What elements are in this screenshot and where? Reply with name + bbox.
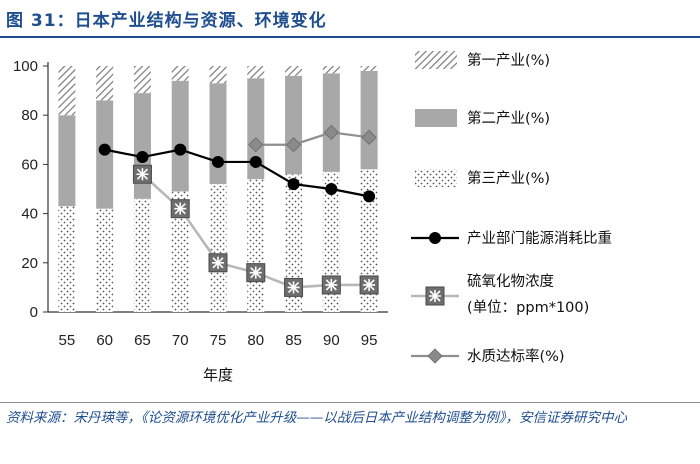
y-tick-label: 60 — [21, 156, 38, 173]
legend-item: 第三产业(%) — [415, 169, 550, 187]
legend-marker-circle — [429, 232, 441, 244]
bar-solid-55 — [58, 115, 76, 207]
title-bar: 图 31：日本产业结构与资源、环境变化 — [0, 0, 700, 38]
bar-solid-80 — [247, 78, 265, 180]
legend-label: 第一产业(%) — [467, 51, 550, 69]
legend-swatch-dots — [415, 169, 457, 187]
bar-hatch-60 — [96, 66, 114, 101]
point-x-square-65 — [132, 164, 152, 184]
legend-item: 硫氧化物浓度 (单位：ppm*100) — [411, 273, 589, 316]
legend-swatch-solid — [415, 109, 457, 127]
chart-title: 图 31：日本产业结构与资源、环境变化 — [6, 11, 327, 31]
legend-swatch-hatch — [415, 51, 457, 69]
bar-hatch-95 — [360, 66, 378, 71]
legend-label-unit: (单位：ppm*100) — [467, 299, 589, 316]
source-divider — [0, 402, 700, 403]
legend-label: 硫氧化物浓度 — [467, 273, 554, 290]
x-axis-title: 年度 — [203, 366, 233, 384]
point-diamond-95 — [361, 129, 377, 145]
legend-item: 第二产业(%) — [415, 109, 550, 127]
legend-label: 第二产业(%) — [467, 109, 550, 127]
bar-solid-70 — [171, 80, 189, 192]
x-tick-label: 80 — [247, 332, 264, 349]
x-tick-label: 85 — [285, 332, 302, 349]
bar-solid-75 — [209, 83, 227, 185]
legend-label: 第三产业(%) — [467, 169, 550, 187]
point-diamond-80 — [248, 137, 264, 153]
x-tick-label: 60 — [96, 332, 113, 349]
point-circle-60 — [98, 143, 111, 156]
bar-dots-65 — [133, 198, 151, 312]
point-x-square-90 — [321, 275, 341, 295]
x-tick-label: 95 — [361, 332, 378, 349]
x-tick-label: 90 — [323, 332, 340, 349]
y-tick-label: 80 — [21, 107, 38, 124]
point-diamond-85 — [285, 137, 302, 153]
legend-item: 产业部门能源消耗比重 — [411, 230, 612, 247]
bar-dots-80 — [247, 179, 265, 312]
bar-dots-55 — [58, 206, 76, 312]
bar-solid-95 — [360, 70, 378, 170]
legend-label: 产业部门能源消耗比重 — [467, 230, 612, 247]
bar-dots-60 — [96, 208, 114, 312]
x-tick-label: 75 — [210, 332, 227, 349]
bar-hatch-55 — [58, 66, 76, 116]
point-circle-85 — [287, 178, 300, 191]
y-tick-label: 100 — [13, 58, 38, 75]
bar-hatch-85 — [285, 66, 303, 76]
title-divider — [0, 36, 700, 38]
bar-hatch-70 — [171, 66, 189, 81]
point-x-square-80 — [246, 263, 266, 283]
legend-item: 水质达标率(%) — [411, 348, 565, 365]
legend-marker-x-square — [425, 286, 445, 306]
y-tick-label: 0 — [30, 304, 38, 321]
point-circle-65 — [136, 151, 149, 164]
bar-solid-90 — [322, 73, 340, 172]
legend-label: 水质达标率(%) — [467, 348, 565, 365]
bar-solid-85 — [285, 75, 303, 175]
point-circle-75 — [212, 155, 224, 168]
x-tick-label: 55 — [59, 332, 76, 349]
line-series-diamond — [255, 131, 370, 146]
legend-item: 第一产业(%) — [415, 51, 550, 69]
y-tick-label: 40 — [21, 206, 38, 223]
y-tick-label: 20 — [21, 255, 38, 272]
bar-hatch-90 — [322, 66, 340, 74]
bar-dots-75 — [209, 184, 227, 312]
bar-dots-85 — [285, 174, 303, 312]
bar-dots-70 — [171, 191, 189, 312]
plot-area: 0 20 40 60 80 100 55 60 65 70 75 80 85 90 95 年度 — [13, 58, 388, 384]
legend-marker-diamond — [427, 348, 443, 364]
point-circle-70 — [174, 143, 187, 156]
point-x-square-95 — [359, 275, 379, 295]
bar-hatch-65 — [133, 66, 151, 94]
x-tick-label: 65 — [134, 332, 151, 349]
x-tick-label: 70 — [172, 332, 189, 349]
point-x-square-75 — [208, 253, 228, 273]
point-diamond-90 — [323, 124, 339, 140]
point-x-square-70 — [170, 199, 190, 219]
point-circle-90 — [325, 183, 338, 195]
point-circle-95 — [363, 190, 376, 203]
line-series-circle — [104, 148, 370, 198]
point-x-square-85 — [284, 277, 304, 297]
chart: 0 20 40 60 80 100 55 60 65 70 75 80 85 90 95 年度 第一产业(%)… — [13, 51, 612, 384]
bar-hatch-80 — [247, 66, 265, 79]
point-circle-80 — [249, 155, 262, 168]
bar-hatch-75 — [209, 66, 227, 84]
source-note: 资料来源：宋丹瑛等，《论资源环境优化产业升级——以战后日本产业结构调整为例》，安… — [6, 410, 627, 426]
